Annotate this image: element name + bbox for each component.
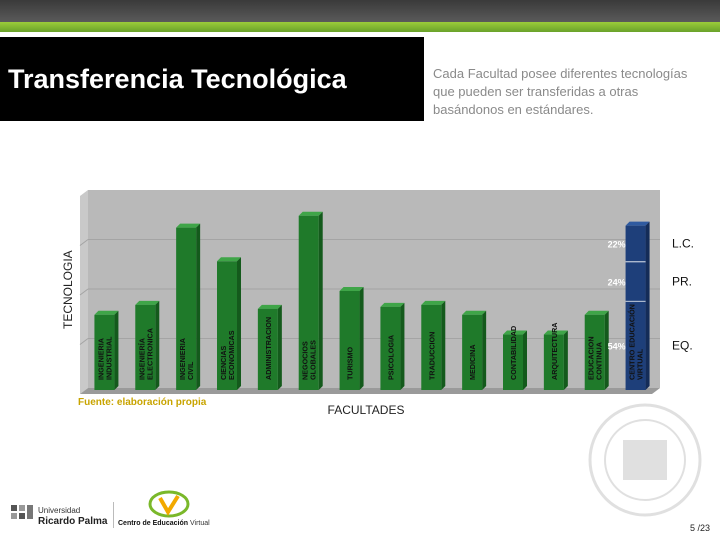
bar-top	[339, 287, 364, 291]
bar-top	[503, 330, 527, 335]
page-number: 5 /23	[690, 523, 711, 533]
virtual-center-mark-icon	[148, 490, 190, 518]
bar-category-label: ADMINISTRACION	[264, 317, 273, 380]
bar-side	[563, 330, 568, 390]
bar-side	[400, 302, 405, 390]
bar-top	[584, 310, 609, 315]
bar-category-label: CIENCIASECONOMICAS	[219, 330, 236, 380]
bar-top	[94, 310, 119, 315]
bar-side	[196, 223, 201, 390]
bar-category-label: PSICOLOGIA	[386, 335, 395, 380]
bar-category-label: NEGOCIOSGLOBALES	[301, 340, 318, 380]
bar-side	[155, 300, 160, 390]
bar-side	[482, 310, 487, 390]
bar	[421, 304, 442, 390]
segment-name-label: EQ.	[672, 339, 693, 353]
slide-title: Transferencia Tecnológica	[8, 63, 347, 94]
bar-category-label: CONTABILIDAD	[509, 326, 518, 380]
university-name-line2: Ricardo Palma	[38, 516, 108, 527]
title-box: Transferencia Tecnológica	[0, 37, 424, 121]
bar-top	[257, 304, 282, 309]
bar-top	[462, 310, 487, 315]
bar-side	[604, 310, 609, 390]
top-bar-green	[0, 22, 720, 32]
chart-floor	[80, 388, 660, 394]
slide-description: Cada Facultad posee diferentes tecnologí…	[433, 66, 688, 117]
virtual-center-name-suffix: Virtual	[189, 520, 210, 527]
bar-category-label: EDUCACIONCONTINUA	[587, 336, 604, 380]
bar-side	[114, 310, 119, 390]
bar-side	[523, 330, 527, 390]
source-note: Fuente: elaboración propia	[78, 397, 207, 408]
x-axis-title: FACULTADES	[328, 403, 405, 417]
bar	[380, 306, 401, 390]
gridline-side	[79, 288, 89, 296]
bar-top	[298, 211, 323, 216]
bar-side	[441, 300, 446, 390]
bar	[584, 314, 605, 390]
university-logo: Universidad Ricardo Palma	[10, 500, 120, 532]
bar-side	[237, 257, 241, 390]
bar-category-label: CENTRO EDUCACIÓNVIRTUAL	[628, 304, 645, 380]
university-seal-watermark	[588, 403, 702, 517]
bar-category-label: INGENIERÍAELECTRONICA	[137, 328, 154, 380]
bar	[217, 261, 237, 390]
bar	[625, 225, 646, 390]
bar-side	[318, 211, 323, 390]
bar	[94, 314, 115, 390]
bar	[176, 227, 197, 390]
bar-top	[421, 300, 446, 305]
bar-category-label: INGENIERIACIVIL	[178, 338, 195, 380]
university-name-line1: Universidad	[38, 506, 81, 515]
top-bar-dark	[0, 0, 720, 22]
bar-category-label: INGENIERIAINDUSTRIAL	[96, 336, 113, 380]
gridline-side	[79, 338, 89, 345]
y-axis-title: TECNOLOGIA	[61, 250, 75, 329]
segment-name-label: PR.	[672, 275, 692, 289]
bar-top	[176, 223, 201, 228]
bar-top	[135, 300, 160, 305]
bar-side	[359, 287, 364, 390]
bar-category-label: TRADUCCION	[427, 332, 436, 380]
virtual-center-name: Centro de Educación Virtual	[118, 520, 210, 527]
segment-percent-label: 54%	[608, 342, 626, 352]
gridline-side	[79, 239, 89, 246]
bar-side	[645, 221, 650, 390]
bar-top	[625, 221, 650, 226]
logo-divider	[113, 502, 114, 528]
bar-category-label: MEDICINA	[468, 344, 477, 380]
bar	[543, 334, 564, 390]
segment-percent-label: 24%	[608, 278, 626, 288]
bar-side	[277, 304, 282, 390]
bar	[462, 314, 483, 390]
bar	[135, 304, 156, 390]
bar-category-label: TURISMO	[346, 346, 355, 380]
segment-name-label: L.C.	[672, 237, 694, 251]
bar	[257, 308, 278, 390]
university-mark-icon	[11, 505, 33, 519]
virtual-center-name-prefix: Centro de Educación	[118, 520, 189, 527]
bar-top	[380, 302, 405, 307]
bar-category-label: ARQUITECTURA	[550, 323, 559, 381]
bar	[298, 215, 319, 390]
segment-percent-label: 22%	[608, 240, 626, 250]
bar	[339, 291, 360, 390]
virtual-center-logo: Centro de Educación Virtual	[118, 490, 228, 532]
bar-top	[217, 257, 241, 262]
bar	[503, 334, 523, 390]
bar-top	[543, 330, 568, 335]
